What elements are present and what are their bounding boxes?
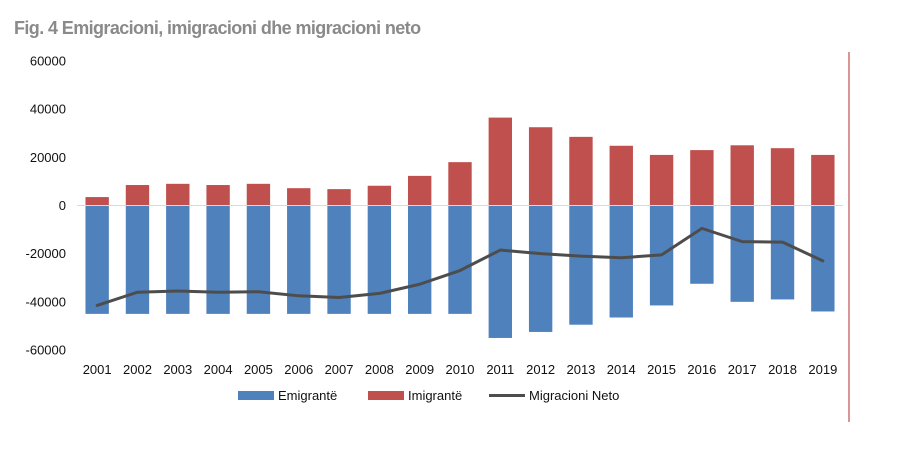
- legend-label-emigrant-: Emigrantë: [278, 388, 337, 403]
- bar-emigrant--2017: [730, 205, 754, 302]
- x-tick-label: 2002: [123, 362, 152, 377]
- bar-imigrant--2004: [206, 185, 230, 206]
- y-tick-label: 20000: [30, 150, 66, 165]
- x-tick-label: 2007: [325, 362, 354, 377]
- bar-imigrant--2005: [246, 183, 271, 206]
- net-line-layer: [95, 226, 825, 307]
- bar-emigrant--2011: [488, 205, 512, 338]
- bar-imigrant--2018: [770, 148, 795, 206]
- chart-title: Fig. 4 Emigracioni, imigracioni dhe migr…: [14, 18, 421, 38]
- x-tick-label: 2013: [566, 362, 595, 377]
- y-tick-label: -20000: [26, 246, 66, 261]
- y-tick-label: 0: [59, 198, 66, 213]
- bar-emigrant--2001: [85, 205, 109, 314]
- bar-emigrant--2003: [166, 205, 190, 314]
- bar-imigrant--2009: [407, 175, 432, 206]
- bar-imigrant--2013: [569, 136, 593, 206]
- bar-emigrant--2019: [811, 205, 835, 312]
- bar-imigrant--2016: [690, 150, 714, 206]
- bar-emigrant--2004: [206, 205, 230, 314]
- bar-imigrant--2014: [609, 145, 633, 206]
- y-tick-label: -40000: [26, 294, 66, 309]
- bar-emigrant--2010: [448, 205, 472, 314]
- bar-imigrant--2003: [166, 183, 190, 206]
- bar-imigrant--2006: [287, 188, 311, 206]
- bar-imigrant--2019: [811, 154, 835, 206]
- x-tick-label: 2015: [647, 362, 676, 377]
- x-tick-label: 2001: [83, 362, 112, 377]
- x-tick-label: 2006: [284, 362, 313, 377]
- bar-imigrant--2015: [649, 154, 674, 206]
- bar-emigrant--2005: [246, 205, 271, 314]
- y-axis-ticks: 60000 40000 20000 0 -20000 -40000 -60000: [26, 54, 66, 358]
- y-tick-label: 40000: [30, 102, 66, 117]
- y-tick-label: -60000: [26, 343, 66, 358]
- bars-layer: [85, 117, 835, 338]
- legend-swatch-emigrant-: [238, 391, 274, 400]
- x-tick-label: 2017: [728, 362, 757, 377]
- legend-swatch-imigrant-: [368, 391, 404, 400]
- x-tick-label: 2003: [163, 362, 192, 377]
- x-tick-label: 2014: [607, 362, 636, 377]
- bar-imigrant--2010: [448, 162, 472, 206]
- bar-imigrant--2001: [85, 197, 109, 206]
- x-tick-label: 2005: [244, 362, 273, 377]
- x-axis-ticks: 2001 2002 2003 2004 2005 2006 2007 2008 2009 2010…: [83, 362, 838, 377]
- x-tick-label: 2011: [486, 362, 514, 377]
- bar-emigrant--2002: [125, 205, 150, 314]
- legend-label-migracioni-neto: Migracioni Neto: [529, 388, 619, 403]
- bar-imigrant--2008: [367, 185, 392, 206]
- x-tick-label: 2018: [768, 362, 797, 377]
- bar-emigrant--2018: [770, 205, 795, 300]
- x-tick-label: 2008: [365, 362, 394, 377]
- bar-imigrant--2007: [327, 189, 351, 206]
- bar-emigrant--2009: [407, 205, 432, 314]
- bar-emigrant--2013: [569, 205, 593, 325]
- y-tick-label: 60000: [30, 54, 66, 69]
- bar-emigrant--2007: [327, 205, 351, 314]
- x-tick-label: 2009: [405, 362, 434, 377]
- x-tick-label: 2019: [808, 362, 837, 377]
- bar-emigrant--2006: [287, 205, 311, 314]
- bar-imigrant--2002: [125, 185, 150, 206]
- legend: Emigrantë Imigrantë Migracioni Neto: [238, 388, 619, 403]
- bar-imigrant--2012: [528, 127, 553, 206]
- bar-emigrant--2012: [528, 205, 553, 332]
- legend-label-imigrant-: Imigrantë: [408, 388, 462, 403]
- x-tick-label: 2012: [526, 362, 555, 377]
- x-tick-label: 2010: [446, 362, 475, 377]
- x-tick-label: 2016: [687, 362, 716, 377]
- x-tick-label: 2004: [204, 362, 233, 377]
- bar-emigrant--2014: [609, 205, 633, 318]
- bar-imigrant--2011: [488, 117, 512, 206]
- bar-emigrant--2016: [690, 205, 714, 284]
- bar-imigrant--2017: [730, 145, 754, 206]
- bar-emigrant--2008: [367, 205, 392, 314]
